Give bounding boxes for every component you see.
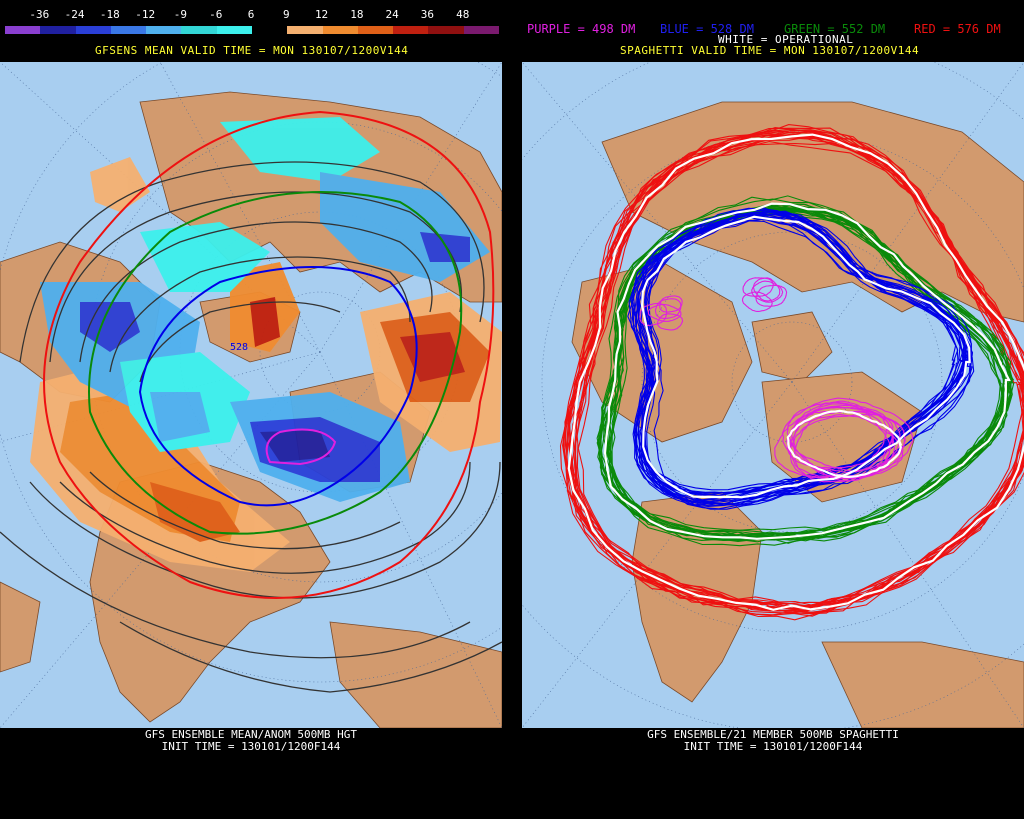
scale-tick-label: -18 [99,8,120,21]
scale-swatch [75,26,111,34]
legend-purple: PURPLE = 498 DM [527,22,636,36]
white-576-operational [567,133,1024,611]
scale-swatch [287,26,323,34]
right-valid-time: SPAGHETTI VALID TIME = MON 130107/1200V1… [620,44,920,57]
white-528-operational [640,215,971,499]
anomaly-color-scale [4,25,500,35]
purple-member-contour [791,400,895,482]
scale-tick-label: -12 [135,8,156,21]
purple-member-contour [654,298,682,320]
mean-anomaly-panel: -36 -24 -18 -12 -9 -6 6 9 12 18 24 36 48 GFSENS MEAN… [0,0,502,819]
scale-tick-label: 48 [456,8,470,21]
purple-member-contour [755,284,788,307]
legend-green: GREEN = 552 DM [784,22,886,36]
scale-swatch [181,26,217,34]
legend-white: WHITE = OPERATIONAL [718,33,854,46]
scale-tick-label: 36 [420,8,435,21]
scale-swatch [5,26,41,34]
scale-swatch [110,26,147,34]
green-member-contour [599,212,1003,538]
blue-member-contour [640,216,974,506]
purple-member-contour [742,277,774,297]
scale-tick-label: 18 [350,8,364,21]
purple-498-contour [265,428,337,466]
legend-red: RED = 576 DM [914,22,1001,36]
purple-member-contour [656,313,684,331]
purple-member-contour [741,291,773,312]
white-operational-contours [567,133,1024,611]
red-member-contour [562,128,1024,612]
scale-swatch [322,26,358,34]
scale-swatch [357,26,394,34]
scale-tick-label: -36 [29,8,50,21]
white-498-operational [786,409,903,479]
green-552-contour [88,191,463,535]
green-member-contour [596,208,1005,544]
scale-swatch [40,26,76,34]
red-member-contour [577,126,1024,621]
legend-blue: BLUE = 528 DM [660,22,754,36]
scale-swatch [216,26,252,34]
graticule [522,62,1024,728]
right-title: GFS ENSEMBLE/21 MEMBER 500MB SPAGHETTI [647,728,899,741]
purple-member-contour [781,397,914,477]
left-valid-time: GFSENS MEAN VALID TIME = MON 130107/1200… [95,44,409,57]
scale-tick-label: 12 [314,8,329,21]
anomaly-shading [30,117,502,572]
scale-tick-label: 6 [247,8,255,21]
scale-swatch [251,26,288,34]
red-576-contour [43,110,495,599]
right-init-time: INIT TIME = 130101/1200F144 [683,740,863,753]
anomaly-scale-labels: -36 -24 -18 -12 -9 -6 6 9 12 18 24 36 48 [8,8,498,22]
purple-member-contour [792,403,894,473]
white-552-operational [603,202,1011,540]
left-init-time: INIT TIME = 130101/1200F144 [161,740,341,753]
scale-swatch [463,26,499,34]
scale-swatch [146,26,182,34]
scale-tick-label: -9 [173,8,188,21]
panel-separator [502,0,522,819]
purple-member-contour [751,280,784,303]
purple-member-contour [752,277,781,302]
scale-tick-label: 24 [385,8,399,21]
left-title: GFS ENSEMBLE MEAN/ANOM 500MB HGT [145,728,357,741]
mean-anomaly-map: 528 [0,62,502,728]
blue-528-contour [138,266,418,507]
scale-tick-label: -24 [64,8,85,21]
scale-swatch [428,26,464,34]
spaghetti-map [522,62,1024,728]
scale-tick-label: 9 [282,8,290,21]
purple-member-contour [647,303,682,322]
purple-member-contour [639,302,668,326]
scale-tick-label: -6 [209,8,223,21]
scale-swatch [393,26,429,34]
contour-label: 528 [230,342,248,353]
spaghetti-panel: PURPLE = 498 DM BLUE = 528 DM GREEN = 55… [522,0,1024,819]
